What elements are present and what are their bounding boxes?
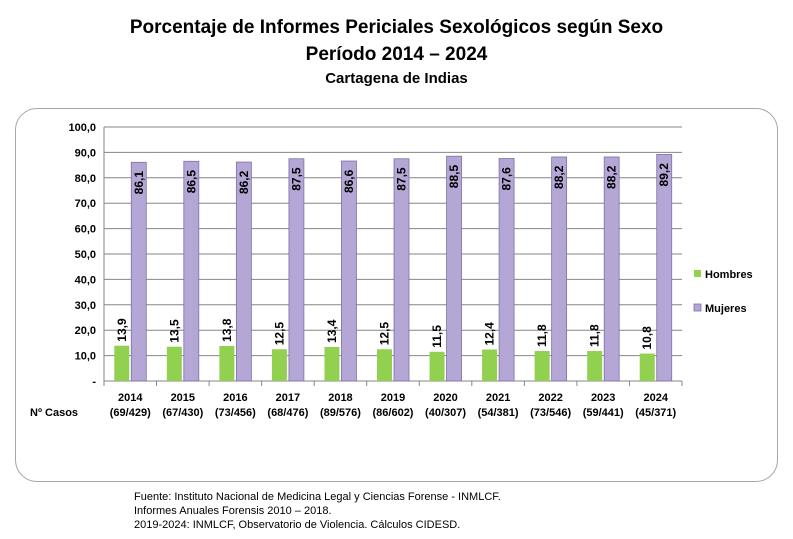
bar-hombres [587,351,603,381]
bar-hombres [482,349,498,381]
case-count-label: (45/371) [635,407,676,419]
bar-hombres [534,351,550,381]
data-label-mujeres: 87,5 [289,167,303,191]
x-tick-label: 2017 [276,392,300,404]
case-count-label: (68/476) [267,407,308,419]
x-tick-label: 2015 [171,392,195,404]
y-tick-label: 90,0 [75,147,96,159]
source-line-1: Fuente: Instituto Nacional de Medicina L… [134,491,501,503]
y-tick-label: 100,0 [68,122,96,134]
x-tick-label: 2023 [591,392,615,404]
data-label-mujeres: 88,5 [447,165,461,189]
x-tick-label: 2019 [381,392,405,404]
data-label-mujeres: 88,2 [552,165,566,189]
bar-mujeres [498,158,515,382]
case-count-label: (67/430) [162,407,203,419]
y-tick-label: 60,0 [75,224,96,236]
data-label-hombres: 13,4 [325,319,339,343]
data-label-mujeres: 86,6 [342,169,356,193]
data-label-hombres: 12,5 [378,322,392,346]
y-tick-label: 30,0 [75,300,96,312]
bar-hombres [377,349,392,381]
bar-mujeres [341,160,357,382]
data-label-hombres: 11,8 [588,324,602,347]
bar-hombres [271,349,287,381]
bar-mujeres [656,154,673,382]
x-tick-label: 2016 [223,392,247,404]
case-count-label: (40/307) [425,407,466,419]
chart-location: Cartagena de Indias [325,70,468,87]
bar-hombres [166,346,182,381]
legend-label-hombres: Hombres [705,269,753,281]
bar-hombres [639,353,655,381]
case-count-label: (73/456) [215,407,256,419]
bar-mujeres [288,158,305,382]
data-label-mujeres: 86,1 [132,171,146,195]
data-label-mujeres: 88,2 [605,165,619,189]
data-label-hombres: 11,8 [535,324,549,347]
bar-mujeres [183,160,200,382]
bar-hombres [324,346,340,381]
x-tick-label: 2014 [118,392,143,404]
x-tick-label: 2024 [643,392,668,404]
bar-mujeres [393,158,410,382]
bar-hombres [114,345,130,381]
data-label-hombres: 12,4 [483,322,497,346]
y-tick-label: 20,0 [75,325,96,337]
data-label-hombres: 11,5 [430,325,444,348]
x-tick-label: 2022 [538,392,562,404]
case-count-label: (59/441) [583,407,624,419]
case-count-label: (69/429) [110,407,151,419]
bar-hombres [429,351,445,381]
chart-title: Porcentaje de Informes Periciales Sexoló… [129,17,664,38]
source-line-2: Informes Anuales Forensis 2010 – 2018. [134,505,332,517]
x-tick-label: 2018 [328,392,352,404]
case-count-label: (89/576) [320,407,361,419]
data-label-hombres: 13,9 [115,318,129,342]
y-tick-label: 70,0 [75,198,96,210]
y-tick-label: - [92,376,96,388]
chart-subtitle: Período 2014 – 2024 [305,44,488,65]
x-tick-label: 2020 [433,392,457,404]
data-label-mujeres: 87,5 [395,167,409,191]
data-label-hombres: 10,8 [640,326,654,350]
data-label-hombres: 12,5 [272,322,286,346]
bar-mujeres [235,161,252,382]
data-label-mujeres: 86,2 [237,170,251,194]
data-label-mujeres: 87,6 [500,167,514,191]
y-tick-label: 80,0 [75,173,96,185]
case-count-label: (86/602) [373,407,414,419]
bar-hombres [219,345,235,381]
x-tick-label: 2021 [486,392,510,404]
legend-label-mujeres: Mujeres [705,303,747,315]
case-count-label: (73/546) [530,407,571,419]
bar-mujeres [446,155,462,382]
source-line-3: 2019-2024: INMLCF, Observatorio de Viole… [134,519,461,531]
legend-swatch-mujeres [693,303,702,312]
data-label-hombres: 13,5 [167,319,181,343]
data-label-hombres: 13,8 [220,318,234,342]
data-label-mujeres: 86,5 [184,170,198,194]
bar-mujeres [551,156,568,382]
case-count-label: (54/381) [478,407,519,419]
cases-row-label: Nº Casos [30,407,78,419]
bar-mujeres [130,161,147,382]
data-label-mujeres: 89,2 [657,163,671,187]
y-tick-label: 40,0 [75,274,96,286]
bar-mujeres [603,156,620,382]
y-tick-label: 50,0 [75,249,96,261]
y-tick-label: 10,0 [75,351,96,363]
legend-swatch-hombres [694,270,701,277]
